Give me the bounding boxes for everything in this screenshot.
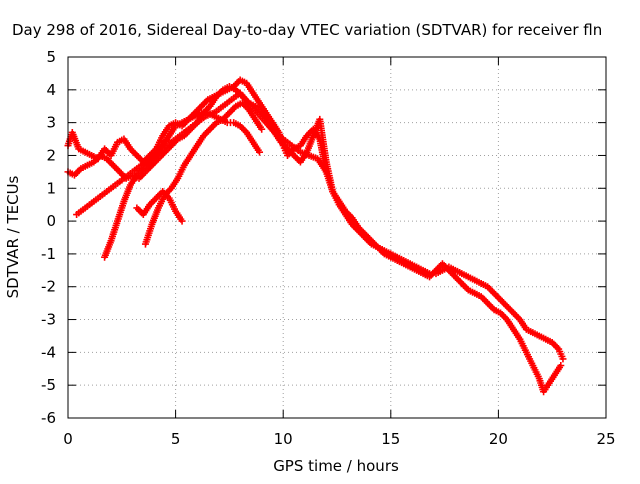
y-tick-label: -4 bbox=[41, 343, 56, 361]
x-tick-label: 5 bbox=[171, 430, 181, 448]
y-tick-label: -6 bbox=[41, 409, 56, 427]
y-tick-label: -2 bbox=[41, 278, 56, 296]
y-tick-label: 4 bbox=[46, 81, 56, 99]
data-series bbox=[64, 83, 565, 396]
data-point bbox=[178, 217, 186, 225]
chart-title: Day 298 of 2016, Sidereal Day-to-day VTE… bbox=[12, 21, 602, 39]
x-tick-label: 10 bbox=[274, 430, 293, 448]
y-tick-label: -1 bbox=[41, 245, 56, 263]
y-tick-label: -5 bbox=[41, 376, 56, 394]
data-point bbox=[256, 148, 264, 156]
x-tick-label: 15 bbox=[381, 430, 400, 448]
data-series bbox=[101, 109, 264, 261]
data-series bbox=[141, 99, 266, 248]
plot-frame bbox=[67, 56, 607, 419]
y-tick-label: 5 bbox=[46, 48, 56, 66]
data-point bbox=[258, 125, 266, 133]
tick-labels: 0 5 10 15 20 25 -6 -5 -4 -3 -2 -1 0 1 2 3 4 5 bbox=[41, 48, 616, 448]
x-tick-label: 20 bbox=[489, 430, 508, 448]
y-tick-label: 2 bbox=[46, 146, 56, 164]
y-tick-label: 0 bbox=[46, 212, 56, 230]
grid bbox=[68, 57, 606, 418]
y-tick-label: 3 bbox=[46, 114, 56, 132]
y-axis-label: SDTVAR / TECUs bbox=[4, 175, 22, 298]
data-series bbox=[64, 76, 567, 363]
data-points bbox=[64, 76, 567, 396]
data-point bbox=[559, 355, 567, 363]
x-tick-label: 25 bbox=[596, 430, 615, 448]
y-tick-label: 1 bbox=[46, 179, 56, 197]
data-point bbox=[557, 361, 565, 369]
y-tick-label: -3 bbox=[41, 311, 56, 329]
data-point bbox=[322, 168, 330, 176]
data-series bbox=[133, 188, 186, 225]
axes bbox=[67, 56, 607, 419]
x-tick-label: 0 bbox=[63, 430, 73, 448]
x-axis-label: GPS time / hours bbox=[273, 457, 399, 475]
